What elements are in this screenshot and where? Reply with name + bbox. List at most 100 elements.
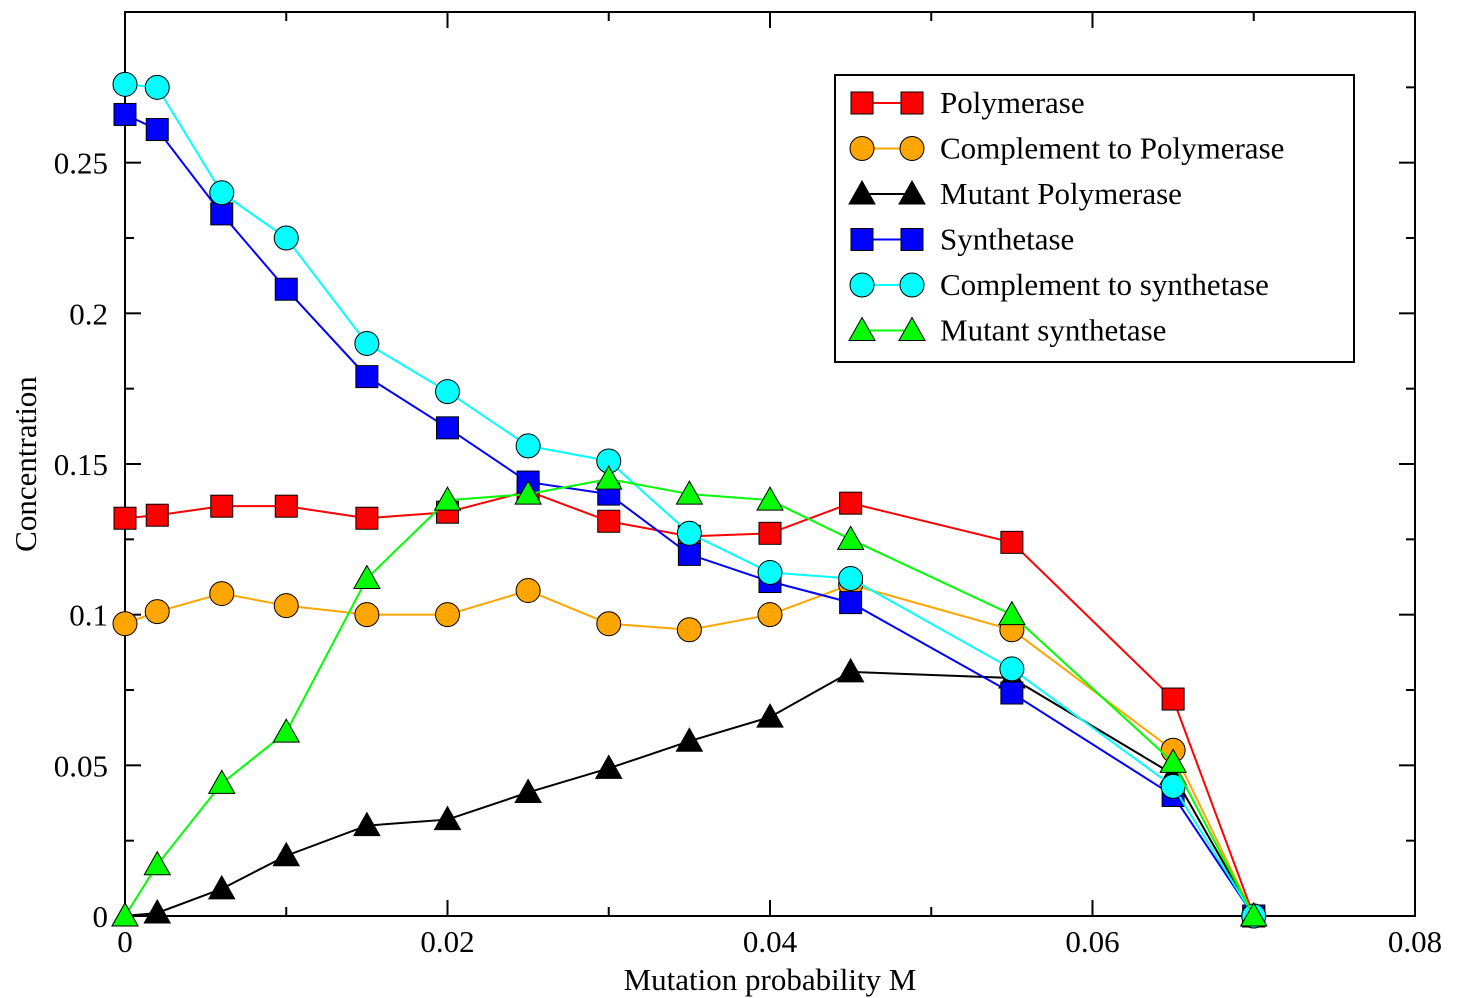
data-point — [998, 600, 1026, 626]
series-mutant-synthetase — [111, 465, 1268, 927]
data-point — [354, 602, 380, 628]
data-point — [676, 520, 702, 546]
x-tick-label: 0.04 — [743, 924, 798, 959]
legend-item: Mutant synthetase — [848, 313, 1166, 348]
y-tick-label: 0.25 — [54, 146, 108, 181]
legend-label: Complement to synthetase — [940, 267, 1269, 302]
legend-marker — [900, 228, 924, 251]
data-point — [677, 542, 701, 566]
data-point — [436, 416, 459, 440]
data-point — [272, 718, 301, 743]
data-point — [836, 657, 865, 683]
data-point — [757, 602, 783, 628]
y-tick-label: 0.15 — [54, 447, 108, 482]
data-point — [675, 727, 704, 752]
legend-marker — [899, 136, 925, 161]
legend-marker — [848, 179, 876, 205]
y-tick-label: 0.1 — [69, 598, 108, 633]
data-point — [207, 769, 236, 794]
data-point — [274, 277, 298, 301]
legend-marker — [898, 316, 926, 341]
data-point — [839, 491, 863, 515]
data-point — [355, 506, 379, 530]
data-point — [1000, 530, 1024, 554]
data-point — [597, 509, 621, 533]
series-line — [124, 478, 1255, 917]
legend-item: Mutant Polymerase — [848, 176, 1182, 211]
data-point — [999, 656, 1025, 682]
data-point — [514, 778, 542, 803]
legend-label: Polymerase — [940, 85, 1085, 120]
data-point — [144, 599, 170, 625]
data-point — [210, 494, 234, 518]
legend-item: Polymerase — [850, 85, 1085, 120]
data-point — [112, 611, 138, 637]
data-point — [273, 593, 299, 619]
data-point — [515, 433, 541, 459]
data-point — [353, 564, 381, 590]
legend-marker — [849, 136, 875, 161]
legend-label: Complement to Polymerase — [940, 131, 1284, 166]
data-point — [515, 578, 541, 604]
data-point — [758, 521, 782, 545]
legend-item: Complement to Polymerase — [849, 131, 1284, 166]
legend-marker — [850, 91, 874, 115]
series-line — [124, 113, 1255, 917]
legend-box — [834, 74, 1355, 363]
data-point — [839, 591, 863, 615]
legend-marker — [848, 316, 876, 341]
data-point — [1000, 681, 1024, 705]
legend-label: Mutant synthetase — [940, 313, 1166, 348]
data-point — [675, 480, 704, 505]
x-axis-label: Mutation probability M — [624, 962, 917, 997]
data-point — [272, 841, 301, 867]
series-line — [124, 670, 1255, 917]
data-point — [113, 102, 137, 126]
data-point — [113, 506, 137, 530]
data-point — [210, 202, 234, 226]
data-point — [112, 71, 138, 97]
x-tick-label: 0.08 — [1388, 924, 1442, 959]
data-point — [145, 503, 169, 527]
data-point — [145, 118, 169, 142]
data-point — [209, 180, 235, 206]
data-point — [756, 486, 784, 511]
data-point — [838, 566, 864, 592]
data-point — [836, 525, 865, 550]
data-point — [433, 805, 462, 831]
y-axis-label: Concentration — [8, 376, 43, 552]
series-line — [124, 83, 1255, 917]
x-tick-label: 0.06 — [1065, 924, 1119, 959]
legend: Polymerase Complement to Polymerase Mutant… — [834, 74, 1355, 363]
data-point — [676, 617, 702, 643]
data-point — [433, 486, 462, 511]
data-point — [594, 754, 623, 779]
data-point — [354, 330, 380, 356]
data-point — [143, 850, 172, 876]
legend-item: Complement to synthetase — [849, 267, 1269, 302]
data-point — [355, 365, 379, 389]
data-point — [435, 379, 460, 405]
data-point — [143, 898, 172, 924]
data-point — [756, 703, 784, 728]
x-tick-label: 0.02 — [420, 924, 474, 959]
data-point — [1159, 748, 1187, 773]
data-point — [514, 480, 542, 505]
y-tick-label: 0 — [93, 899, 109, 934]
legend-marker — [850, 228, 874, 251]
legend-item: Synthetase — [850, 222, 1074, 257]
data-point — [1161, 687, 1185, 711]
data-point — [435, 602, 460, 628]
legend-label: Synthetase — [940, 222, 1074, 257]
legend-marker — [899, 272, 925, 298]
data-point — [274, 494, 298, 518]
y-tick-label: 0.05 — [54, 748, 108, 783]
data-point — [273, 225, 299, 251]
data-point — [757, 559, 783, 585]
legend-label: Mutant Polymerase — [940, 176, 1182, 211]
axis-ticks: 0 0.02 0.04 0.06 0.08 0 0.05 0.1 0.15 0.2 0.25 — [54, 12, 1442, 959]
x-tick-label: 0 — [117, 924, 133, 959]
data-point — [207, 874, 236, 900]
series-mutant-polymerase — [111, 657, 1268, 927]
y-tick-label: 0.2 — [69, 296, 108, 331]
